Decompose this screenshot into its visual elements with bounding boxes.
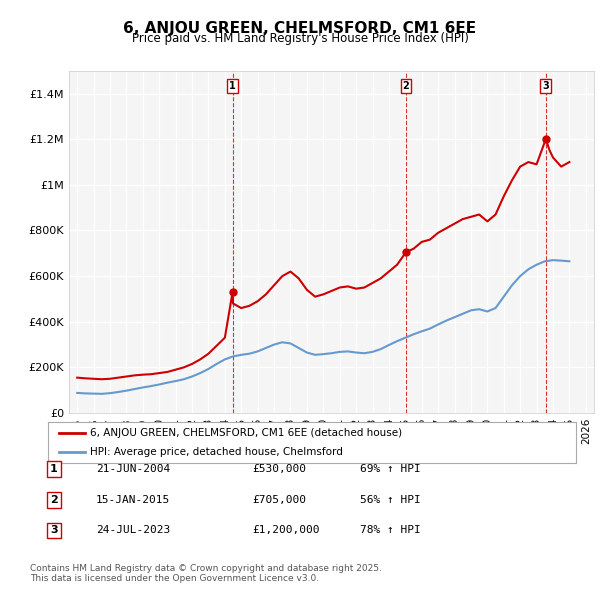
Text: HPI: Average price, detached house, Chelmsford: HPI: Average price, detached house, Chel… (90, 447, 343, 457)
Text: 69% ↑ HPI: 69% ↑ HPI (360, 464, 421, 474)
Text: 78% ↑ HPI: 78% ↑ HPI (360, 526, 421, 535)
Text: 56% ↑ HPI: 56% ↑ HPI (360, 495, 421, 504)
Text: 2: 2 (403, 81, 409, 91)
Text: 1: 1 (50, 464, 58, 474)
Text: 21-JUN-2004: 21-JUN-2004 (96, 464, 170, 474)
Text: 6, ANJOU GREEN, CHELMSFORD, CM1 6EE (detached house): 6, ANJOU GREEN, CHELMSFORD, CM1 6EE (det… (90, 428, 403, 438)
Text: 3: 3 (542, 81, 549, 91)
Text: 24-JUL-2023: 24-JUL-2023 (96, 526, 170, 535)
Text: 15-JAN-2015: 15-JAN-2015 (96, 495, 170, 504)
Text: 1: 1 (229, 81, 236, 91)
Text: Contains HM Land Registry data © Crown copyright and database right 2025.
This d: Contains HM Land Registry data © Crown c… (30, 563, 382, 583)
Text: 3: 3 (50, 526, 58, 535)
Text: £1,200,000: £1,200,000 (252, 526, 320, 535)
Text: £530,000: £530,000 (252, 464, 306, 474)
Text: 2: 2 (50, 495, 58, 504)
Text: 6, ANJOU GREEN, CHELMSFORD, CM1 6EE: 6, ANJOU GREEN, CHELMSFORD, CM1 6EE (124, 21, 476, 35)
Text: £705,000: £705,000 (252, 495, 306, 504)
Text: Price paid vs. HM Land Registry's House Price Index (HPI): Price paid vs. HM Land Registry's House … (131, 32, 469, 45)
